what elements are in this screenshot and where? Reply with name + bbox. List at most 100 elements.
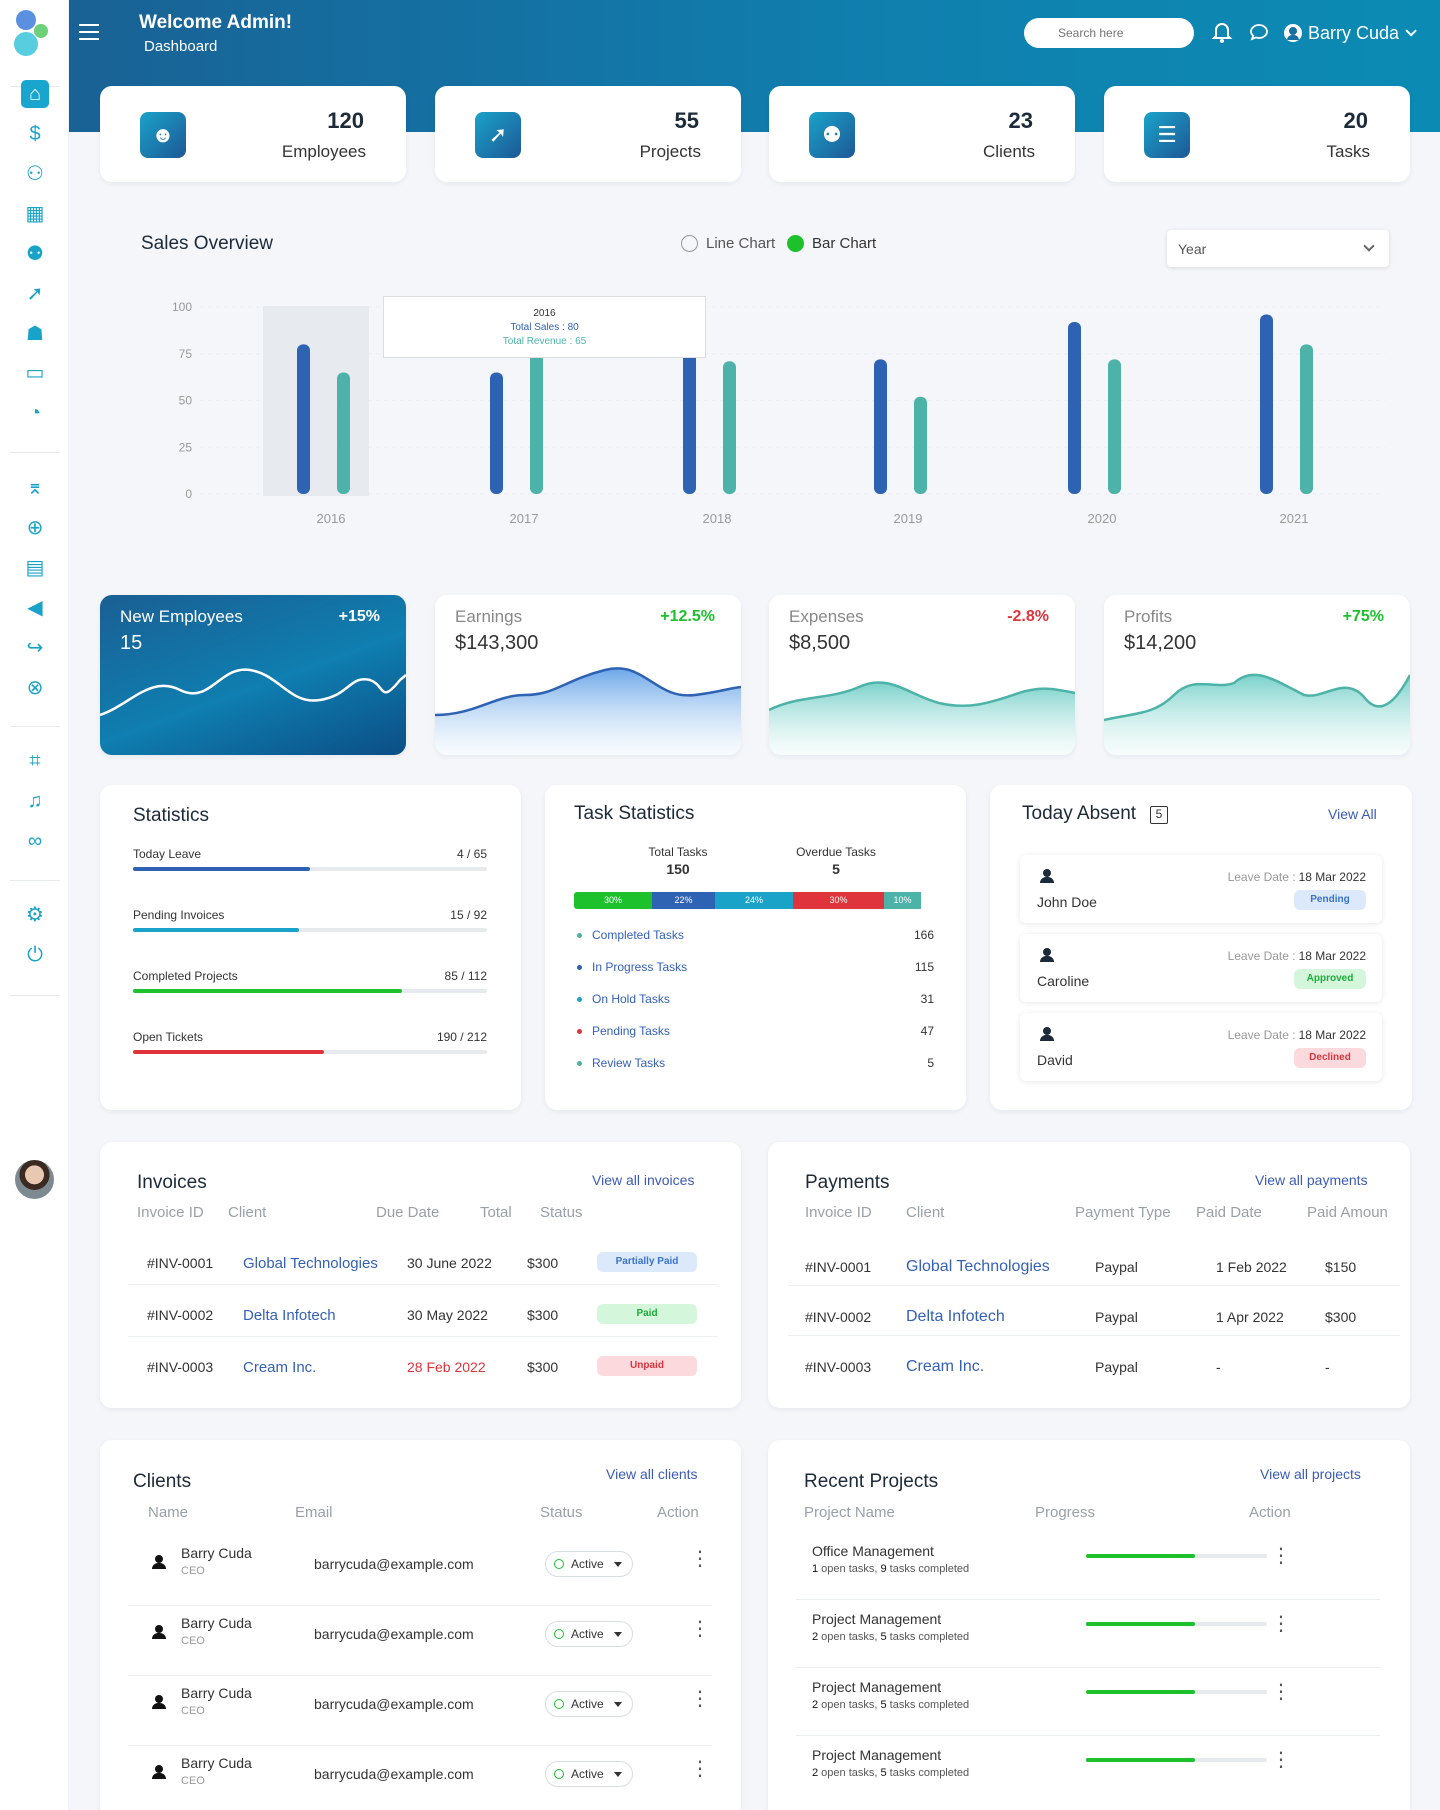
avatar[interactable] <box>15 1160 54 1199</box>
more-vertical-icon[interactable]: ⋮ <box>690 1758 710 1780</box>
more-vertical-icon[interactable]: ⋮ <box>690 1688 710 1710</box>
kpi-card-new-employees[interactable]: New Employees 15 +15% <box>100 595 406 755</box>
more-vertical-icon[interactable]: ⋮ <box>1271 1749 1291 1771</box>
task-dot-icon <box>577 1061 582 1066</box>
view-all-absent-link[interactable]: View All <box>1328 806 1377 822</box>
payment-date: 1 Feb 2022 <box>1216 1259 1287 1275</box>
view-all-clients-link[interactable]: View all clients <box>606 1466 698 1482</box>
bar-2020-sales[interactable] <box>1068 321 1081 494</box>
bar-chart-toggle[interactable]: Bar Chart <box>787 235 876 252</box>
invoice-due-date: 28 Feb 2022 <box>407 1359 486 1375</box>
bar-2016-revenue[interactable] <box>337 372 350 494</box>
dollar-file-icon[interactable]: $ <box>29 123 41 145</box>
view-all-invoices-link[interactable]: View all invoices <box>592 1172 695 1188</box>
client-status-dropdown[interactable]: Active <box>545 1621 633 1647</box>
view-all-projects-link[interactable]: View all projects <box>1260 1466 1361 1482</box>
absent-count-badge: 5 <box>1150 806 1168 824</box>
absent-name: John Doe <box>1037 894 1097 910</box>
invoice-client-link[interactable]: Global Technologies <box>243 1255 378 1272</box>
line-chart-toggle[interactable]: Line Chart <box>681 235 775 252</box>
bar-2016-sales[interactable] <box>297 344 310 494</box>
calendar-icon[interactable]: ▦ <box>25 203 45 225</box>
menu-toggle-icon[interactable] <box>79 24 99 40</box>
client-status-dropdown[interactable]: Active <box>545 1691 633 1717</box>
bar-2021-sales[interactable] <box>1260 314 1273 494</box>
megaphone-icon[interactable]: ◀ <box>27 597 43 619</box>
more-vertical-icon[interactable]: ⋮ <box>1271 1545 1291 1567</box>
book-icon[interactable]: ▤ <box>25 557 45 579</box>
statistic-label: Completed Projects <box>133 969 238 983</box>
more-vertical-icon[interactable]: ⋮ <box>1271 1681 1291 1703</box>
client-name[interactable]: Barry Cuda <box>181 1615 252 1631</box>
payment-client-link[interactable]: Delta Infotech <box>906 1308 1005 1325</box>
bar-2018-revenue[interactable] <box>723 361 736 494</box>
year-select[interactable]: Year <box>1167 230 1389 267</box>
project-name[interactable]: Office Management <box>812 1543 934 1559</box>
payment-client-link[interactable]: Global Technologies <box>906 1258 1050 1275</box>
view-all-payments-link[interactable]: View all payments <box>1255 1172 1368 1188</box>
user-icon <box>152 1695 166 1709</box>
home-icon[interactable]: ⌂ <box>21 80 49 108</box>
client-name[interactable]: Barry Cuda <box>181 1545 252 1561</box>
notification-bell-icon[interactable] <box>1211 20 1233 44</box>
bar-2019-sales[interactable] <box>874 359 887 494</box>
more-vertical-icon[interactable]: ⋮ <box>690 1618 710 1640</box>
client-status-dropdown[interactable]: Active <box>545 1761 633 1787</box>
bar-2018-sales[interactable] <box>683 329 696 494</box>
user-group-icon[interactable]: ∞ <box>27 830 43 852</box>
crosshair-icon[interactable]: ⊕ <box>26 517 44 539</box>
stat-card-projects[interactable]: ➚ 55 Projects <box>435 86 741 182</box>
power-icon[interactable]: ⏻ <box>27 944 43 966</box>
absent-item[interactable]: Caroline Leave Date :18 Mar 2022 Approved <box>1020 934 1382 1002</box>
bar-2017-sales[interactable] <box>490 372 503 494</box>
x-tick-label: 2019 <box>894 511 923 526</box>
team-icon[interactable]: ⚉ <box>26 243 44 265</box>
client-status-value: Active <box>571 1767 604 1781</box>
bell-icon[interactable]: ♫ <box>27 790 43 812</box>
invoice-client-link[interactable]: Cream Inc. <box>243 1359 317 1376</box>
app-logo[interactable] <box>14 8 58 58</box>
project-name[interactable]: Project Management <box>812 1611 942 1627</box>
kpi-sparkline <box>435 667 741 755</box>
bar-2019-revenue[interactable] <box>914 396 927 494</box>
absent-item[interactable]: John Doe Leave Date :18 Mar 2022 Pending <box>1020 855 1382 923</box>
invoice-header: Status <box>540 1204 583 1221</box>
kpi-card-expenses[interactable]: Expenses $8,500 -2.8% <box>769 595 1075 755</box>
gear-icon[interactable]: ⚙ <box>26 904 44 926</box>
pie-chart-icon[interactable]: ◔ <box>28 402 42 424</box>
task-value: 166 <box>913 928 934 942</box>
chevron-down-icon <box>1363 240 1375 252</box>
cancel-circle-icon[interactable]: ⊗ <box>26 677 44 699</box>
invoice-client-link[interactable]: Delta Infotech <box>243 1307 336 1324</box>
kpi-card-profits[interactable]: Profits $14,200 +75% <box>1104 595 1410 755</box>
stat-card-tasks[interactable]: ☰ 20 Tasks <box>1104 86 1410 182</box>
chat-bubble-icon[interactable] <box>1249 22 1269 42</box>
logout-arrow-icon[interactable]: ↪ <box>26 637 44 659</box>
kpi-card-earnings[interactable]: Earnings $143,300 +12.5% <box>435 595 741 755</box>
bar-2020-revenue[interactable] <box>1108 359 1121 494</box>
stat-card-clients[interactable]: ⚉ 23 Clients <box>769 86 1075 182</box>
stat-card-employees[interactable]: ☻ 120 Employees <box>100 86 406 182</box>
project-name[interactable]: Project Management <box>812 1679 942 1695</box>
absent-item[interactable]: David Leave Date :18 Mar 2022 Declined <box>1020 1013 1382 1081</box>
user-menu[interactable]: Barry Cuda <box>1284 21 1417 45</box>
graduation-cap-icon[interactable]: ⌆ <box>26 477 44 499</box>
client-name[interactable]: Barry Cuda <box>181 1755 252 1771</box>
ticket-icon[interactable]: ▭ <box>25 362 45 384</box>
project-name[interactable]: Project Management <box>812 1747 942 1763</box>
client-status-dropdown[interactable]: Active <box>545 1551 633 1577</box>
users-icon[interactable]: ⚇ <box>26 163 44 185</box>
crop-icon[interactable]: ⌗ <box>29 750 41 772</box>
payment-client-link[interactable]: Cream Inc. <box>906 1358 985 1375</box>
spy-icon[interactable]: ☗ <box>26 323 44 345</box>
rocket-icon[interactable]: ➚ <box>26 283 44 305</box>
client-name[interactable]: Barry Cuda <box>181 1685 252 1701</box>
search-input[interactable] <box>1024 18 1194 48</box>
tooltip-revenue: Total Revenue : 65 <box>502 336 587 347</box>
more-vertical-icon[interactable]: ⋮ <box>1271 1613 1291 1635</box>
user-icon <box>152 1555 166 1569</box>
invoice-id: #INV-0003 <box>147 1359 214 1375</box>
bar-2021-revenue[interactable] <box>1300 344 1313 494</box>
more-vertical-icon[interactable]: ⋮ <box>690 1548 710 1570</box>
bar-2017-revenue[interactable] <box>530 353 543 494</box>
